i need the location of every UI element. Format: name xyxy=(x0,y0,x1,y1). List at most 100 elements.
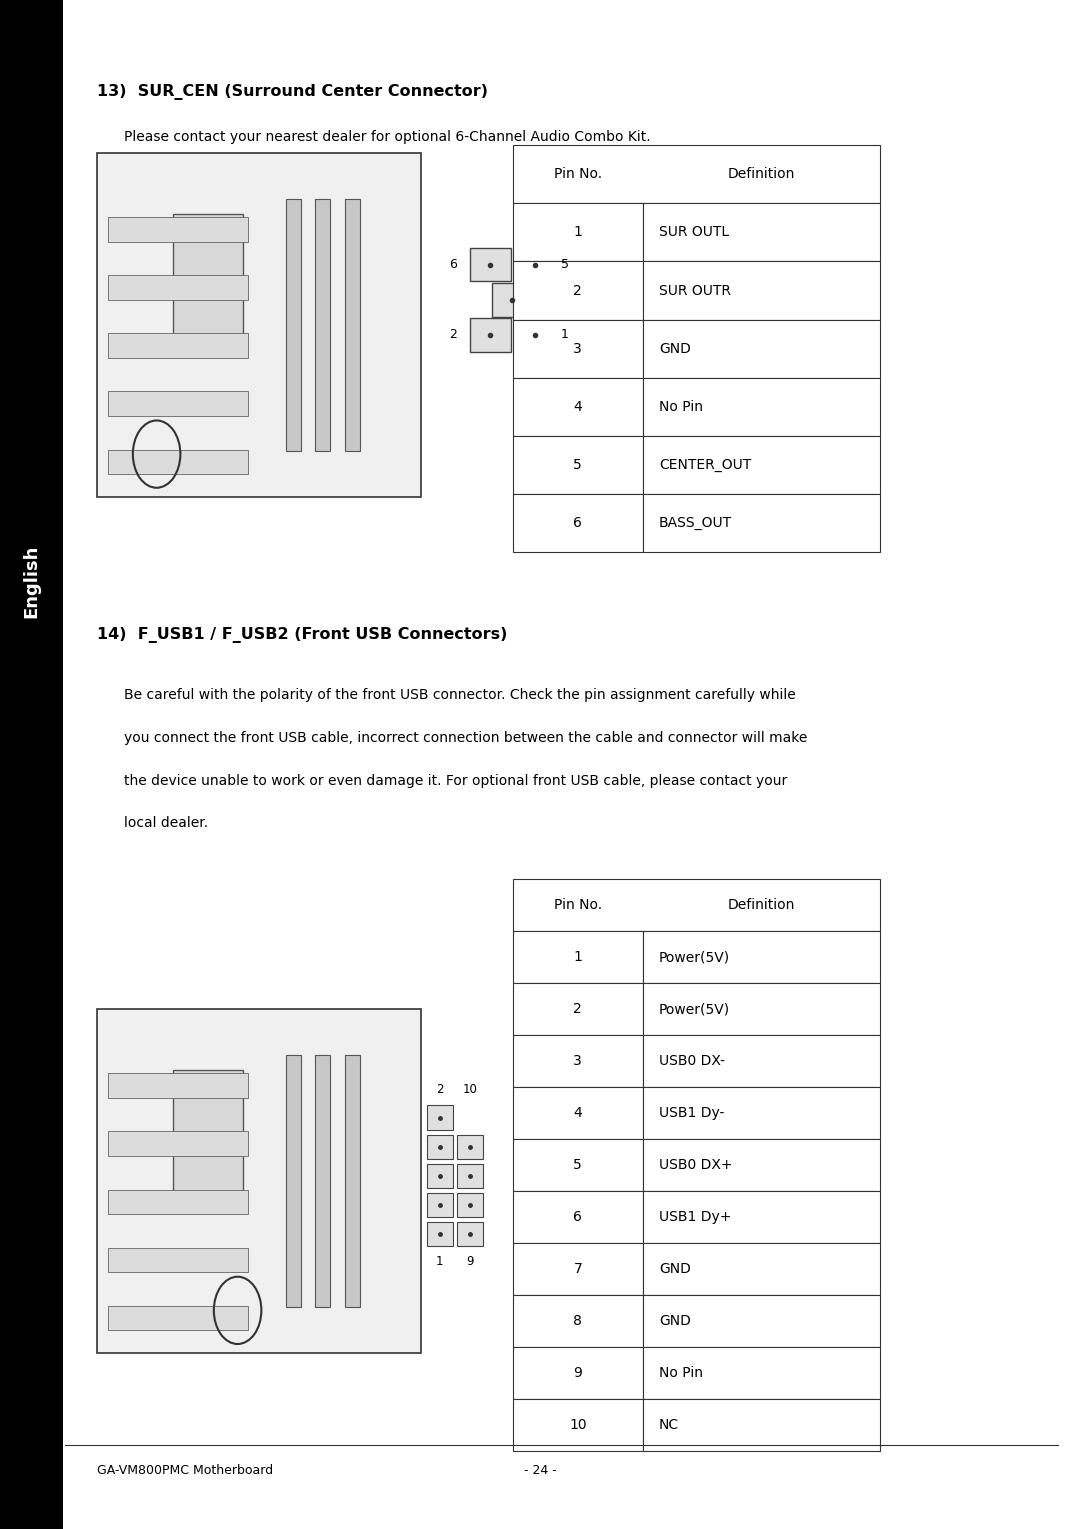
Text: 6: 6 xyxy=(449,258,457,271)
Text: BASS_OUT: BASS_OUT xyxy=(659,515,732,531)
Text: GND: GND xyxy=(659,1261,691,1277)
Bar xyxy=(173,214,243,344)
Text: English: English xyxy=(23,544,40,618)
Bar xyxy=(513,1139,643,1191)
Bar xyxy=(643,1139,880,1191)
Text: Power(5V): Power(5V) xyxy=(659,1001,730,1017)
Text: Pin No.: Pin No. xyxy=(554,167,602,182)
Text: 2: 2 xyxy=(436,1083,443,1096)
Text: 6: 6 xyxy=(573,515,582,531)
Bar xyxy=(514,318,555,352)
Text: 10: 10 xyxy=(569,1417,586,1433)
Text: 1: 1 xyxy=(573,950,582,965)
Bar xyxy=(643,436,880,494)
Bar xyxy=(427,1135,453,1159)
Bar xyxy=(470,248,511,281)
Bar xyxy=(108,391,248,416)
Text: 7: 7 xyxy=(573,1261,582,1277)
Text: USB0 DX+: USB0 DX+ xyxy=(659,1157,732,1173)
Text: NC: NC xyxy=(659,1417,679,1433)
Text: 1: 1 xyxy=(436,1255,443,1269)
Bar xyxy=(513,203,643,261)
Bar xyxy=(513,1295,643,1347)
Bar xyxy=(513,1243,643,1295)
Text: Pin No.: Pin No. xyxy=(554,898,602,913)
Bar xyxy=(643,261,880,320)
Bar xyxy=(345,199,360,451)
Text: 14)  F_USB1 / F_USB2 (Front USB Connectors): 14) F_USB1 / F_USB2 (Front USB Connector… xyxy=(97,627,508,642)
Bar xyxy=(513,879,880,931)
Text: 5: 5 xyxy=(561,258,568,271)
Text: GND: GND xyxy=(659,1313,691,1329)
Bar xyxy=(457,1164,483,1188)
Text: No Pin: No Pin xyxy=(659,399,703,414)
Text: Be careful with the polarity of the front USB connector. Check the pin assignmen: Be careful with the polarity of the fron… xyxy=(124,688,796,702)
Text: Definition: Definition xyxy=(728,898,795,913)
Text: 1: 1 xyxy=(561,329,568,341)
Bar xyxy=(513,378,643,436)
Bar xyxy=(97,153,421,497)
Bar xyxy=(513,931,643,983)
Bar xyxy=(643,378,880,436)
Text: 3: 3 xyxy=(573,1053,582,1069)
Text: 2: 2 xyxy=(449,329,457,341)
Bar xyxy=(457,1193,483,1217)
Bar xyxy=(643,1243,880,1295)
Bar xyxy=(513,1399,643,1451)
Bar xyxy=(513,1347,643,1399)
Bar xyxy=(457,1222,483,1246)
Bar xyxy=(345,1055,360,1307)
Bar xyxy=(173,1070,243,1200)
Text: 4: 4 xyxy=(573,399,582,414)
Text: Please contact your nearest dealer for optional 6-Channel Audio Combo Kit.: Please contact your nearest dealer for o… xyxy=(124,130,651,144)
Text: USB1 Dy+: USB1 Dy+ xyxy=(659,1209,731,1225)
Bar xyxy=(97,1009,421,1353)
Text: Definition: Definition xyxy=(728,167,795,182)
Bar xyxy=(286,199,301,451)
Text: 2: 2 xyxy=(573,283,582,298)
Bar xyxy=(108,275,248,300)
Bar xyxy=(513,261,643,320)
Bar xyxy=(643,320,880,378)
Bar xyxy=(643,1295,880,1347)
Bar xyxy=(643,1399,880,1451)
Bar xyxy=(108,333,248,358)
Text: 5: 5 xyxy=(573,457,582,472)
Bar xyxy=(108,450,248,474)
Bar xyxy=(315,199,330,451)
Text: you connect the front USB cable, incorrect connection between the cable and conn: you connect the front USB cable, incorre… xyxy=(124,731,808,745)
Bar xyxy=(643,1191,880,1243)
Bar xyxy=(427,1164,453,1188)
Text: Power(5V): Power(5V) xyxy=(659,950,730,965)
Bar xyxy=(427,1193,453,1217)
Bar xyxy=(108,1131,248,1156)
Bar xyxy=(643,931,880,983)
Bar xyxy=(492,283,534,317)
Bar xyxy=(427,1105,453,1130)
Bar xyxy=(108,217,248,242)
Bar xyxy=(0,0,63,1529)
Bar xyxy=(108,1190,248,1214)
Text: 4: 4 xyxy=(573,1105,582,1121)
Bar xyxy=(514,248,555,281)
Text: GA-VM800PMC Motherboard: GA-VM800PMC Motherboard xyxy=(97,1465,273,1477)
Text: USB0 DX-: USB0 DX- xyxy=(659,1053,725,1069)
Text: USB1 Dy-: USB1 Dy- xyxy=(659,1105,725,1121)
Text: - 24 -: - 24 - xyxy=(524,1465,556,1477)
Bar xyxy=(643,983,880,1035)
Text: 1: 1 xyxy=(573,225,582,240)
Bar xyxy=(108,1248,248,1272)
Bar xyxy=(513,145,880,203)
Text: SUR OUTL: SUR OUTL xyxy=(659,225,729,240)
Text: 3: 3 xyxy=(573,341,582,356)
Bar xyxy=(108,1073,248,1098)
Text: 6: 6 xyxy=(573,1209,582,1225)
Bar xyxy=(513,1087,643,1139)
Text: 10: 10 xyxy=(462,1083,477,1096)
Text: No Pin: No Pin xyxy=(659,1365,703,1381)
Bar xyxy=(643,1087,880,1139)
Bar xyxy=(513,1191,643,1243)
Bar xyxy=(643,1347,880,1399)
Text: 13)  SUR_CEN (Surround Center Connector): 13) SUR_CEN (Surround Center Connector) xyxy=(97,84,488,99)
Bar xyxy=(457,1135,483,1159)
